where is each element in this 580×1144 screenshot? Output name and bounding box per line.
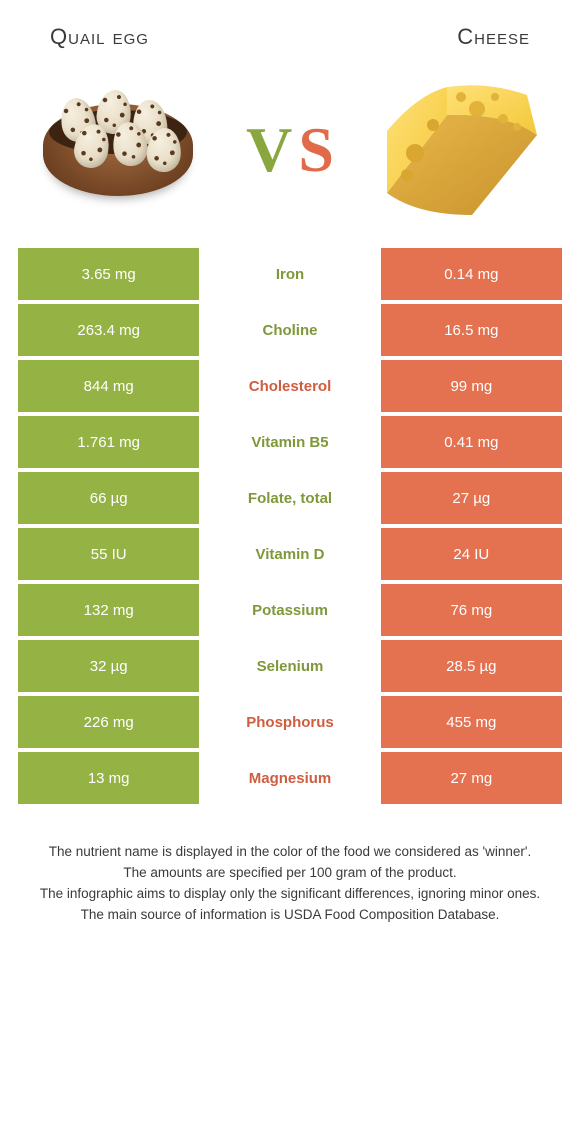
value-right: 455 mg — [381, 696, 562, 748]
value-right: 27 µg — [381, 472, 562, 524]
footer-line: The nutrient name is displayed in the co… — [22, 842, 558, 863]
nutrient-name: Vitamin D — [199, 528, 380, 580]
table-row: 844 mgCholesterol99 mg — [18, 360, 562, 412]
cheese-image — [372, 70, 552, 230]
header: Quail egg Cheese — [0, 0, 580, 62]
value-left: 66 µg — [18, 472, 199, 524]
value-left: 844 mg — [18, 360, 199, 412]
table-row: 32 µgSelenium28.5 µg — [18, 640, 562, 692]
value-right: 27 mg — [381, 752, 562, 804]
nutrient-name: Folate, total — [199, 472, 380, 524]
value-left: 13 mg — [18, 752, 199, 804]
table-row: 132 mgPotassium76 mg — [18, 584, 562, 636]
value-left: 263.4 mg — [18, 304, 199, 356]
cheese-icon — [377, 75, 547, 225]
quail-egg-image — [28, 70, 208, 230]
footer-line: The main source of information is USDA F… — [22, 905, 558, 926]
table-row: 3.65 mgIron0.14 mg — [18, 248, 562, 300]
value-left: 132 mg — [18, 584, 199, 636]
table-row: 226 mgPhosphorus455 mg — [18, 696, 562, 748]
value-right: 24 IU — [381, 528, 562, 580]
value-left: 55 IU — [18, 528, 199, 580]
value-left: 226 mg — [18, 696, 199, 748]
vs-v: V — [246, 118, 292, 182]
value-left: 32 µg — [18, 640, 199, 692]
nutrient-name: Magnesium — [199, 752, 380, 804]
value-right: 0.41 mg — [381, 416, 562, 468]
vs-s: S — [298, 118, 334, 182]
footer-notes: The nutrient name is displayed in the co… — [0, 808, 580, 950]
nutrient-name: Vitamin B5 — [199, 416, 380, 468]
table-row: 263.4 mgCholine16.5 mg — [18, 304, 562, 356]
table-row: 1.761 mgVitamin B50.41 mg — [18, 416, 562, 468]
footer-line: The amounts are specified per 100 gram o… — [22, 863, 558, 884]
nutrient-name: Selenium — [199, 640, 380, 692]
table-row: 13 mgMagnesium27 mg — [18, 752, 562, 804]
title-left: Quail egg — [50, 24, 149, 50]
nutrient-name: Choline — [199, 304, 380, 356]
table-row: 55 IUVitamin D24 IU — [18, 528, 562, 580]
value-left: 1.761 mg — [18, 416, 199, 468]
value-right: 99 mg — [381, 360, 562, 412]
table-row: 66 µgFolate, total27 µg — [18, 472, 562, 524]
vs-label: V S — [246, 118, 334, 182]
bowl-icon — [43, 104, 193, 196]
value-left: 3.65 mg — [18, 248, 199, 300]
images-row: V S — [0, 62, 580, 248]
value-right: 28.5 µg — [381, 640, 562, 692]
title-right: Cheese — [457, 24, 530, 50]
comparison-table: 3.65 mgIron0.14 mg263.4 mgCholine16.5 mg… — [0, 248, 580, 804]
value-right: 0.14 mg — [381, 248, 562, 300]
nutrient-name: Iron — [199, 248, 380, 300]
nutrient-name: Phosphorus — [199, 696, 380, 748]
footer-line: The infographic aims to display only the… — [22, 884, 558, 905]
value-right: 16.5 mg — [381, 304, 562, 356]
value-right: 76 mg — [381, 584, 562, 636]
nutrient-name: Potassium — [199, 584, 380, 636]
nutrient-name: Cholesterol — [199, 360, 380, 412]
